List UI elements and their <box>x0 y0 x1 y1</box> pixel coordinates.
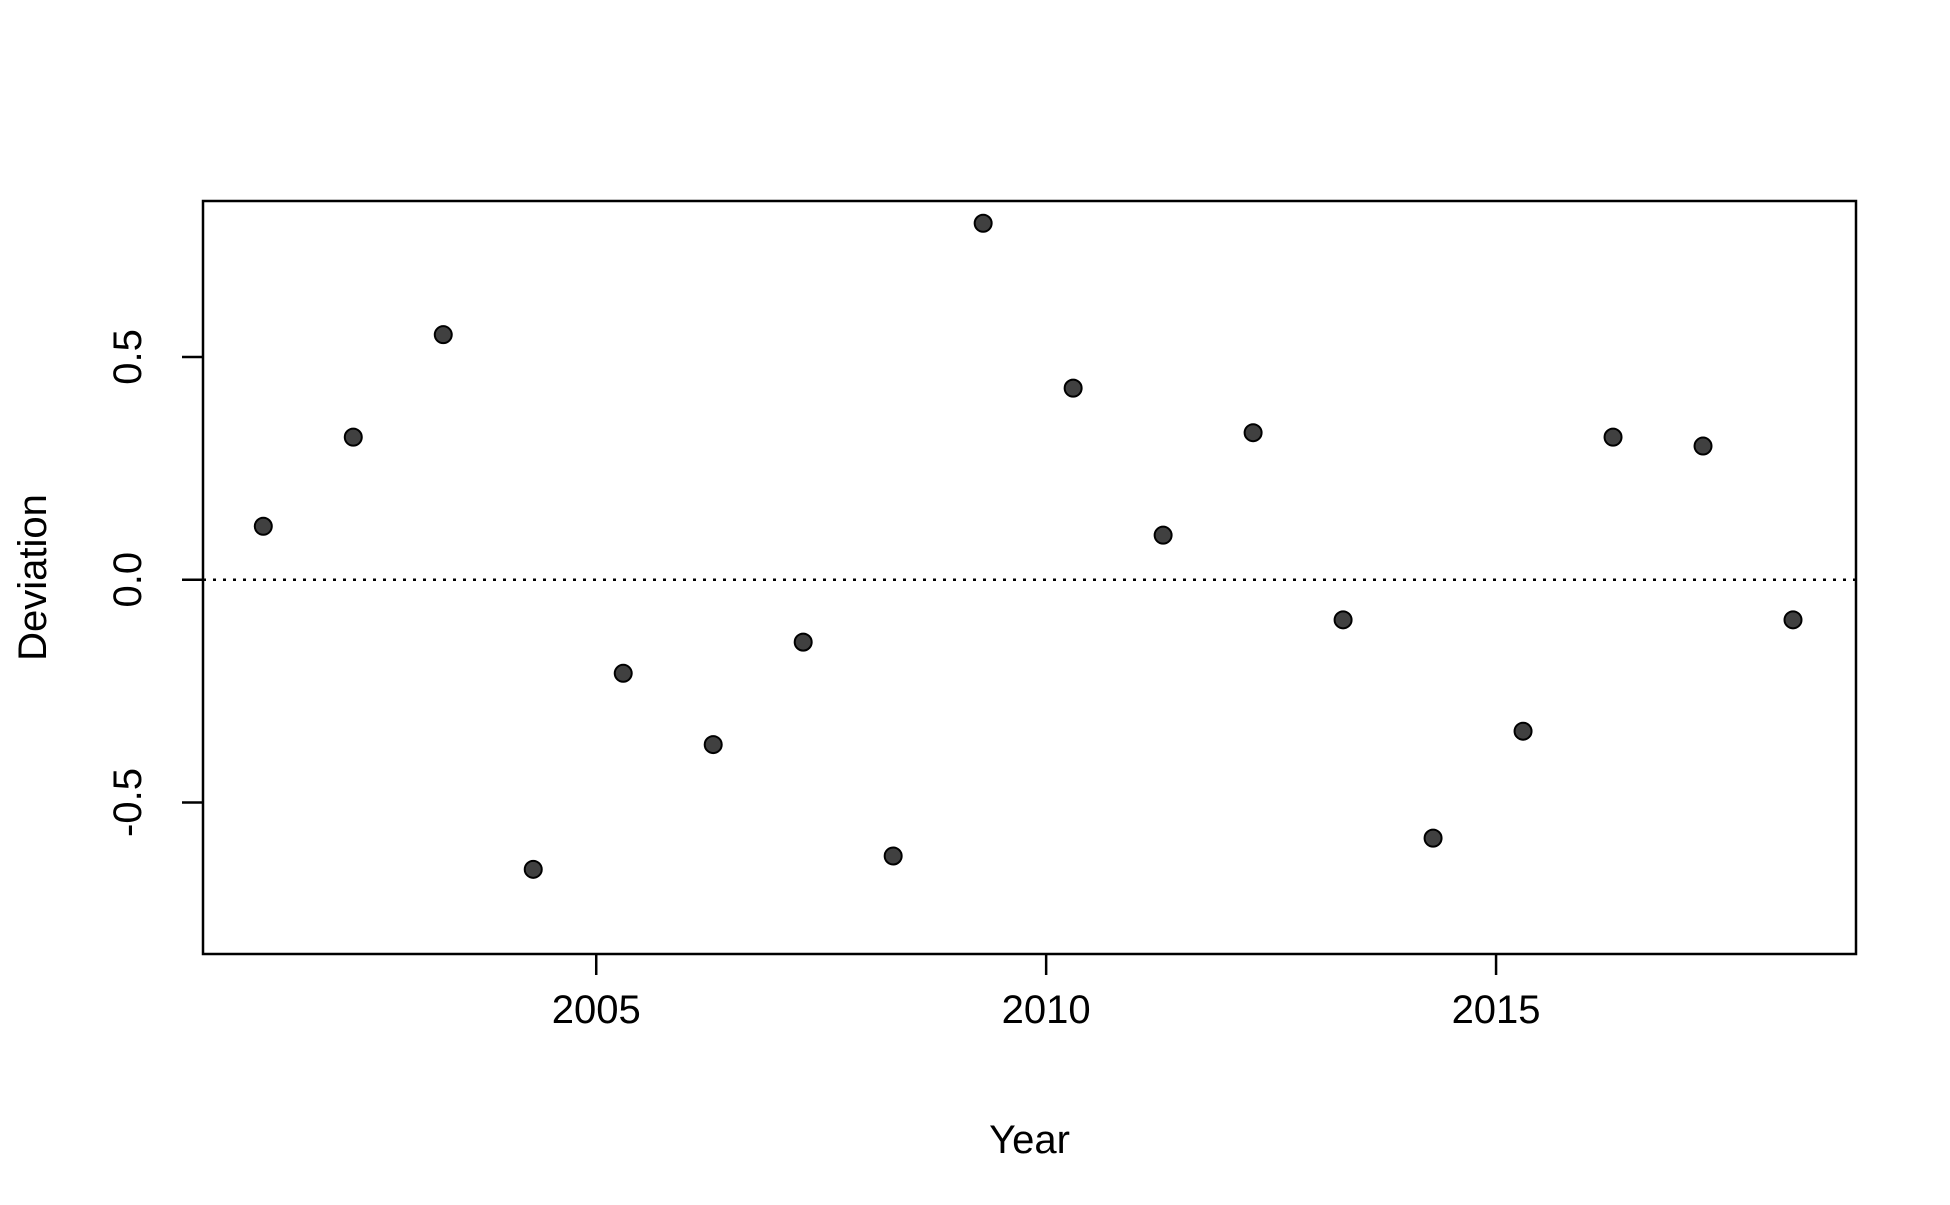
x-axis-label: Year <box>989 1118 1070 1162</box>
data-point <box>433 325 453 345</box>
x-tick-label: 2005 <box>552 988 641 1032</box>
data-point <box>1063 378 1083 398</box>
x-axis: 2005 2010 2015 <box>552 954 1541 1032</box>
data-point <box>1513 721 1533 741</box>
data-point <box>613 663 633 683</box>
data-point <box>1333 610 1353 630</box>
data-point <box>793 632 813 652</box>
y-tick-label: 0.0 <box>106 552 150 608</box>
data-point <box>523 859 543 879</box>
data-point <box>1783 610 1803 630</box>
data-point <box>1603 427 1623 447</box>
data-point <box>973 213 993 233</box>
y-axis: -0.5 0.0 0.5 <box>106 329 203 837</box>
data-point <box>1423 828 1443 848</box>
plot-frame <box>201 199 1858 956</box>
data-point <box>1243 423 1263 443</box>
y-tick-label: 0.5 <box>106 329 150 385</box>
data-points <box>253 213 1803 879</box>
y-tick-label: -0.5 <box>106 768 150 837</box>
data-point <box>1153 525 1173 545</box>
data-point <box>253 516 273 536</box>
data-point <box>883 846 903 866</box>
x-tick-label: 2010 <box>1002 988 1091 1032</box>
y-axis-label: Deviation <box>11 494 55 661</box>
data-point <box>343 427 363 447</box>
data-point <box>1693 436 1713 456</box>
data-point <box>703 735 723 755</box>
x-tick-label: 2015 <box>1452 988 1541 1032</box>
